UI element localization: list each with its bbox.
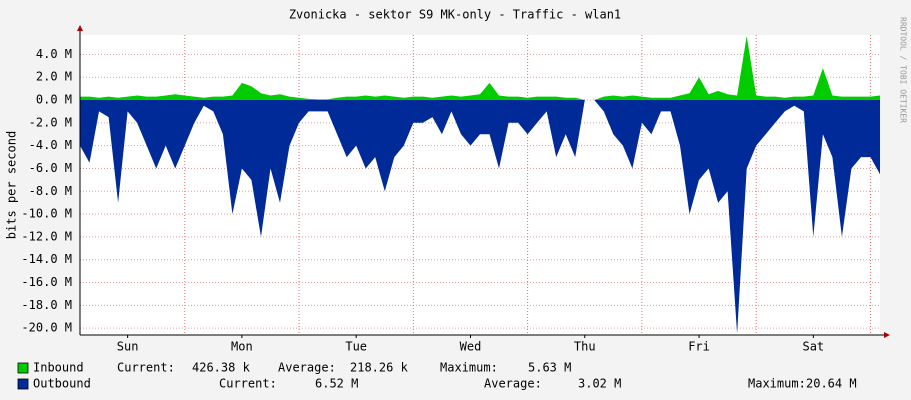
stat-value: 20.64 M: [806, 377, 857, 391]
plot-area: [80, 35, 880, 335]
y-tick-label: -10.0 M: [21, 207, 72, 221]
stat-label: Current:: [219, 377, 277, 391]
stat-label: Maximum:: [440, 361, 498, 375]
y-tick-label: 4.0 M: [36, 47, 72, 61]
x-tick-label: Tue: [345, 340, 367, 354]
y-tick-label: -6.0 M: [29, 161, 72, 175]
y-tick-label: -18.0 M: [21, 298, 72, 312]
legend-label: Inbound: [33, 361, 84, 375]
x-tick-label: Sun: [117, 340, 139, 354]
area: [80, 100, 880, 334]
x-tick-label: Mon: [231, 340, 253, 354]
stat-value: 5.63 M: [528, 361, 571, 375]
legend-swatch: [17, 378, 29, 390]
y-tick-label: -14.0 M: [21, 252, 72, 266]
y-tick-label: -4.0 M: [29, 138, 72, 152]
y-arrow: [77, 25, 83, 31]
axes: [77, 25, 890, 338]
chart-title: Zvonicka - sektor S9 MK-only - Traffic -…: [289, 8, 621, 22]
y-tick-label: -8.0 M: [29, 184, 72, 198]
stat-label: Maximum:: [748, 377, 806, 391]
y-tick-label: -20.0 M: [21, 321, 72, 335]
x-arrow: [884, 332, 890, 338]
x-tick-label: Wed: [460, 340, 482, 354]
y-axis-label: bits per second: [5, 131, 19, 239]
y-tick-label: 0.0 M: [36, 93, 72, 107]
stat-value: 6.52 M: [315, 377, 358, 391]
stat-label: Current:: [117, 361, 175, 375]
watermark: RRDTOOL / TOBI OETIKER: [899, 17, 908, 123]
stat-label: Average:: [484, 377, 542, 391]
y-tick-label: -2.0 M: [29, 115, 72, 129]
legend: Inbound Current: 426.38 k Average: 218.26 k M…: [17, 361, 857, 391]
marks: [80, 36, 880, 334]
legend-label: Outbound: [33, 377, 91, 391]
stat-value: 3.02 M: [578, 377, 621, 391]
x-tick-label: Fri: [688, 340, 710, 354]
stat-value: 218.26 k: [350, 361, 409, 375]
stat-value: 426.38 k: [192, 361, 251, 375]
x-tick-label: Thu: [574, 340, 596, 354]
stat-label: Average:: [278, 361, 336, 375]
legend-swatch: [17, 362, 29, 374]
y-tick-label: 2.0 M: [36, 70, 72, 84]
y-tick-label: -12.0 M: [21, 229, 72, 243]
y-tick-label: -16.0 M: [21, 275, 72, 289]
x-tick-label: Sat: [802, 340, 824, 354]
